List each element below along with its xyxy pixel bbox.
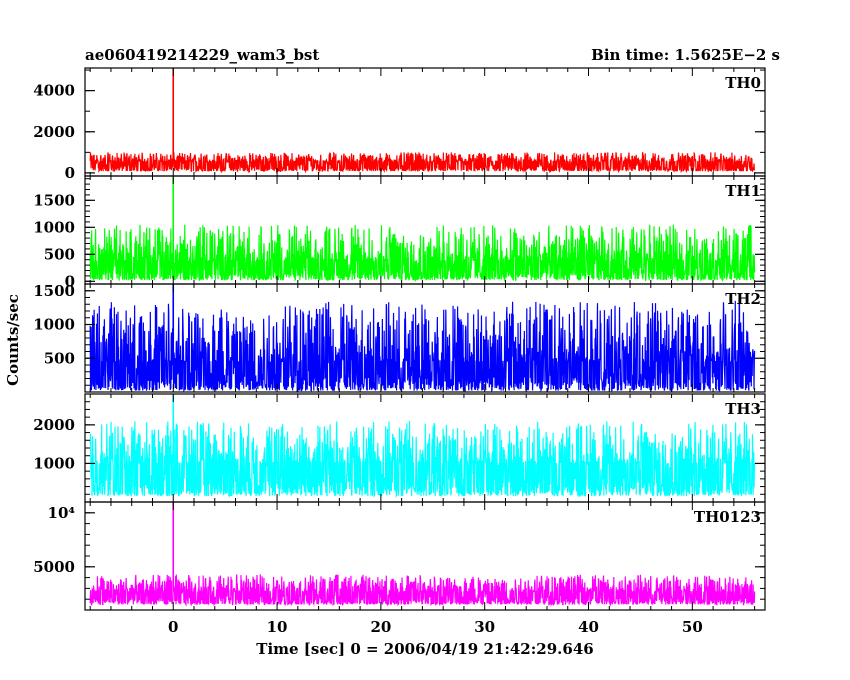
panel-label-th0: TH0: [725, 74, 761, 92]
panel-th2: 500 1000 1500 TH2: [33, 282, 766, 393]
y-tick-label: 10⁴: [48, 504, 76, 522]
x-tick-label: 50: [682, 618, 703, 636]
series-line-th0123: [89, 574, 756, 607]
x-axis-label: Time [sec] 0 = 2006/04/19 21:42:29.646: [256, 640, 593, 658]
y-tick-label: 500: [44, 349, 75, 367]
y-tick-label: 500: [44, 245, 75, 263]
series-line-th2: [89, 300, 756, 393]
y-tick-label: 1500: [33, 191, 75, 209]
x-tick-label: 20: [370, 618, 391, 636]
y-tick-label: 1000: [33, 218, 75, 236]
y-tick-label: 5000: [33, 558, 75, 576]
x-tick-label: 0: [168, 618, 178, 636]
panel-th3: 1000 2000 TH3: [33, 393, 766, 503]
series-line-th3: [89, 421, 756, 498]
x-tick-label: 10: [267, 618, 288, 636]
y-tick-label: 1000: [33, 316, 75, 334]
chart-title-left: ae060419214229_wam3_bst: [85, 46, 319, 64]
y-axis-label: Counts/sec: [4, 294, 22, 386]
y-tick-label: 2000: [33, 123, 75, 141]
panel-th1: 0 500 1000 1500 TH1: [33, 175, 766, 290]
panels-group: 0 2000 4000 TH0 0 500 1000 1500 TH1 500 1000 1500 TH…: [33, 67, 766, 611]
y-tick-label: 2000: [33, 416, 75, 434]
panel-th0: 0 2000 4000 TH0: [33, 67, 766, 182]
panel-label-th2: TH2: [725, 290, 761, 308]
x-tick-label: 30: [474, 618, 495, 636]
panel-label-th3: TH3: [725, 400, 761, 418]
panel-label-th1: TH1: [725, 182, 761, 200]
y-tick-label: 4000: [33, 82, 75, 100]
chart-title-right: Bin time: 1.5625E−2 s: [591, 46, 780, 64]
series-line-th0: [89, 151, 756, 174]
y-tick-label: 1500: [33, 282, 75, 300]
x-tick-label: 40: [578, 618, 599, 636]
series-line-th1: [89, 224, 756, 283]
y-tick-label: 0: [65, 164, 75, 182]
y-tick-label: 1000: [33, 454, 75, 472]
y-tick-label: 0: [65, 272, 75, 290]
panel-th0123: 5000 10⁴ TH0123: [33, 501, 766, 611]
panel-label-th0123: TH0123: [694, 508, 761, 526]
x-axis: 0 10 20 30 40 50: [168, 618, 703, 636]
